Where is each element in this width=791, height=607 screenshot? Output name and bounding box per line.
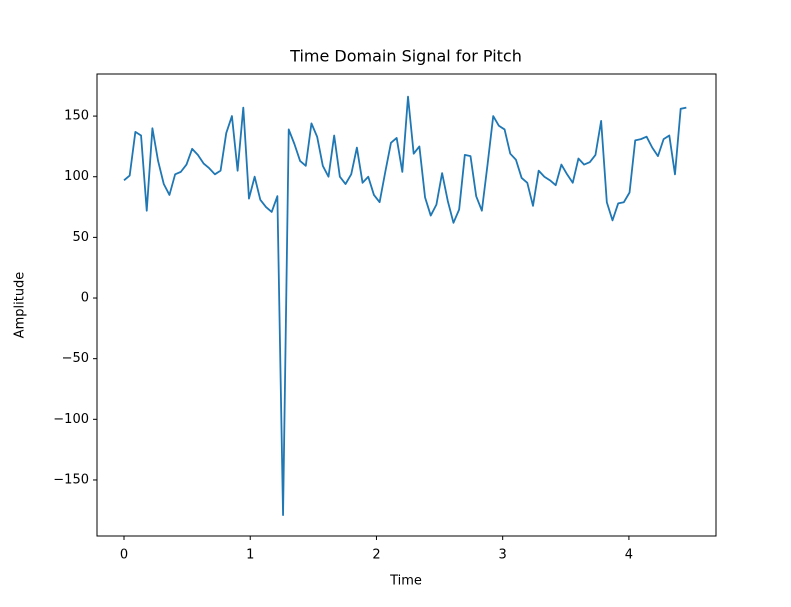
x-tick-label: 1: [246, 548, 254, 563]
y-tick-label: 0: [81, 291, 89, 306]
x-tick-label: 2: [372, 548, 380, 563]
y-tick-label: −100: [53, 412, 89, 427]
y-tick-label: 100: [64, 169, 89, 184]
x-tick-label: 4: [625, 548, 633, 563]
x-axis-label: Time: [389, 574, 422, 589]
x-tick-label: 3: [499, 548, 507, 563]
x-tick-label: 0: [120, 548, 128, 563]
y-axis-label: Amplitude: [13, 272, 28, 339]
y-tick-label: 150: [64, 109, 89, 124]
y-tick-label: −150: [53, 472, 89, 487]
plot-frame: [96, 73, 717, 537]
chart-title: Time Domain Signal for Pitch: [289, 47, 522, 66]
signal-line: [123, 95, 687, 517]
y-tick-label: 50: [72, 230, 89, 245]
y-tick-label: −50: [62, 351, 89, 366]
